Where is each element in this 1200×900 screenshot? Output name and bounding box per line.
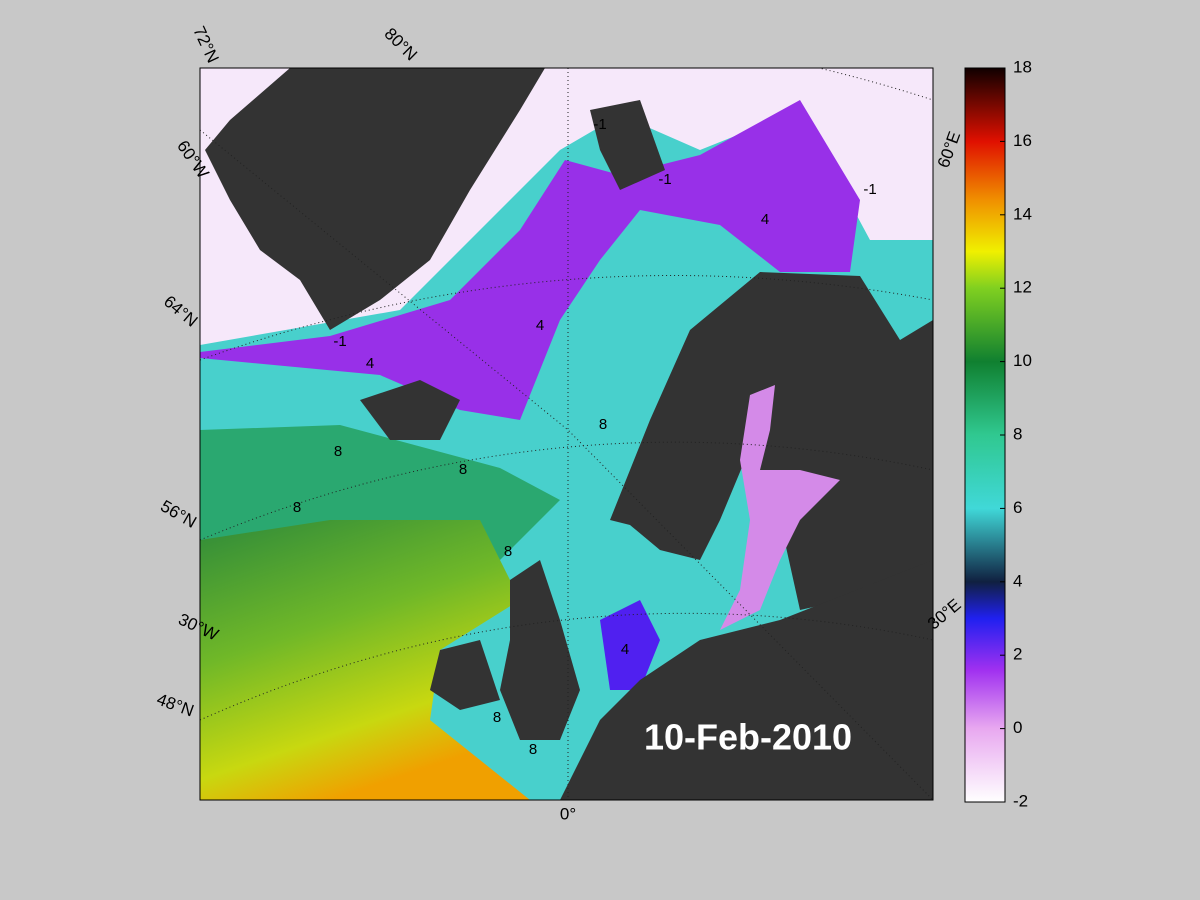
colorbar-tick-label: -2 — [1013, 791, 1028, 810]
contour-label: -1 — [593, 116, 606, 133]
colorbar-tick-label: 4 — [1013, 571, 1022, 590]
contour-label: -1 — [863, 181, 876, 198]
contour-label: 8 — [334, 443, 342, 460]
colorbar-tick-label: 12 — [1013, 278, 1032, 297]
colorbar-tick-label: 16 — [1013, 131, 1032, 150]
cold-water — [600, 600, 660, 690]
graticule — [200, 441, 933, 541]
colorbar — [964, 67, 1006, 803]
map-frame — [199, 67, 934, 801]
contour-label: 8 — [293, 499, 301, 516]
contour-label: -1 — [333, 333, 346, 350]
scandinavia — [610, 272, 933, 610]
warm-water — [200, 520, 530, 800]
baltic — [720, 385, 840, 630]
colorbar-tick-label: 8 — [1013, 424, 1022, 443]
iceland — [360, 380, 460, 440]
svalbard — [590, 100, 665, 190]
contour-label: 8 — [599, 416, 607, 433]
contour-label: 4 — [621, 641, 629, 658]
colorbar-tick-label: 6 — [1013, 498, 1022, 517]
ireland — [430, 640, 500, 710]
contour-label: 4 — [536, 317, 544, 334]
graticule-label: 80°N — [381, 24, 421, 64]
contour-label: 8 — [493, 709, 501, 726]
colorbar-tick-label: 0 — [1013, 718, 1022, 737]
contour-label: 8 — [529, 741, 537, 758]
graticule-label: 64°N — [160, 292, 201, 331]
continent — [560, 560, 933, 800]
contour-label: 8 — [504, 543, 512, 560]
colorbar-tick-label: 10 — [1013, 351, 1032, 370]
graticule-label: 48°N — [154, 690, 196, 721]
graticule-label: 60°E — [934, 129, 965, 170]
britain — [500, 560, 580, 740]
contour-label: 8 — [459, 461, 467, 478]
contour-label: 4 — [366, 355, 374, 372]
graticule-label: 56°N — [157, 496, 199, 531]
graticule-label: 72°N — [189, 23, 222, 65]
date-label: 10-Feb-2010 — [644, 717, 852, 758]
greenland — [205, 68, 545, 330]
map-area — [200, 68, 933, 800]
colorbar-tick-label: 18 — [1013, 57, 1032, 76]
contour-label: 4 — [761, 211, 769, 228]
colorbar-tick-label: 2 — [1013, 645, 1022, 664]
contour-label: -1 — [658, 171, 671, 188]
colorbar-tick-label: 14 — [1013, 204, 1032, 223]
graticule — [200, 275, 933, 361]
graticule-label: 0° — [560, 804, 576, 823]
cold-water — [200, 100, 860, 420]
